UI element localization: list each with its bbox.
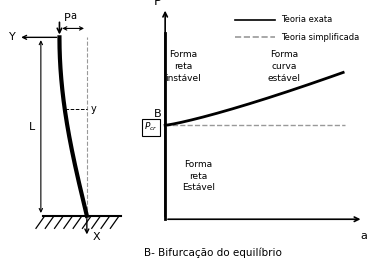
Text: a: a	[360, 231, 367, 241]
Text: Forma
reta
instável: Forma reta instável	[166, 50, 201, 83]
Text: P: P	[154, 0, 161, 8]
Text: Forma
curva
estável: Forma curva estável	[268, 50, 301, 83]
Text: X: X	[93, 232, 100, 242]
Text: P: P	[64, 13, 71, 23]
Text: y: y	[91, 104, 97, 114]
Text: a: a	[70, 11, 76, 21]
Text: Teoria exata: Teoria exata	[281, 15, 332, 24]
Text: B: B	[154, 109, 162, 120]
Text: Forma
reta
Estável: Forma reta Estável	[182, 160, 215, 192]
Text: $P_{cr}$: $P_{cr}$	[144, 121, 158, 133]
Text: B- Bifurcação do equilíbrio: B- Bifurcação do equilíbrio	[144, 248, 282, 258]
Text: Teoria simplificada: Teoria simplificada	[281, 33, 359, 42]
Text: Y: Y	[9, 32, 15, 42]
Text: L: L	[29, 122, 35, 132]
